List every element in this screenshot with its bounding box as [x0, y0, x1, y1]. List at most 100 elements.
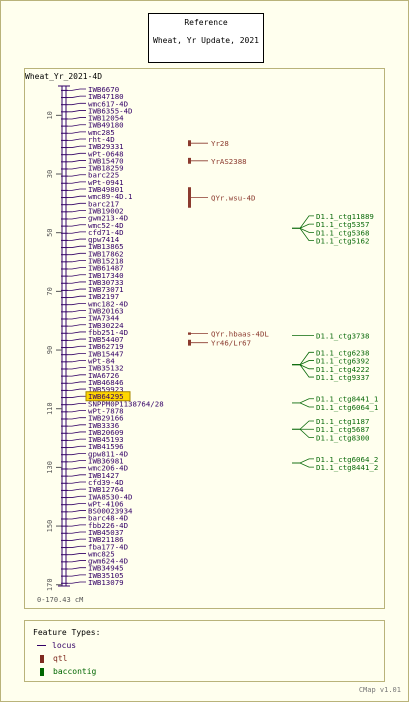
- locus-label[interactable]: fba177-4D: [88, 542, 128, 551]
- locus-label[interactable]: gpw7414: [88, 235, 120, 244]
- locus-label[interactable]: IWB61487: [88, 264, 124, 273]
- locus-label[interactable]: IWB21186: [88, 535, 124, 544]
- locus-label[interactable]: barc225: [88, 171, 119, 180]
- locus-label[interactable]: IWA8530-4D: [88, 492, 133, 501]
- locus-label[interactable]: IWB15218: [88, 256, 124, 265]
- locus-label[interactable]: IWB3336: [88, 421, 119, 430]
- locus-label[interactable]: IWB45193: [88, 435, 124, 444]
- locus-label[interactable]: IWB15470: [88, 156, 124, 165]
- locus-label[interactable]: wmc617-4D: [88, 99, 128, 108]
- locus-label[interactable]: IWB29331: [88, 142, 124, 151]
- contig-label[interactable]: D1.1_ctg9337: [316, 373, 369, 382]
- contig-label[interactable]: D1.1_ctg6238: [316, 348, 369, 357]
- locus-label[interactable]: gpw811-4D: [88, 449, 128, 458]
- locus-label[interactable]: cfd71-4D: [88, 228, 124, 237]
- locus-label[interactable]: IWB49801: [88, 185, 124, 194]
- locus-label[interactable]: IWB19002: [88, 206, 124, 215]
- qtl-bar[interactable]: [188, 157, 191, 164]
- contig-label[interactable]: D1.1_ctg3738: [316, 331, 369, 340]
- contig-label[interactable]: D1.1_ctg5687: [316, 425, 369, 434]
- locus-label[interactable]: wmc89-4D.1: [88, 192, 133, 201]
- locus-label[interactable]: IWB45037: [88, 528, 124, 537]
- locus-label[interactable]: IWB62719: [88, 342, 124, 351]
- contig-label[interactable]: D1.1_ctg6064_2: [316, 455, 378, 464]
- contig-label[interactable]: D1.1_ctg5162: [316, 237, 369, 246]
- qtl-label[interactable]: Yr46/Lr67: [211, 339, 251, 348]
- qtl-label[interactable]: QYr.hbaas-4DL: [211, 330, 269, 339]
- locus-label[interactable]: IWB17340: [88, 271, 124, 280]
- locus-label[interactable]: IWB17862: [88, 249, 124, 258]
- contig-label[interactable]: D1.1_ctg8441_2: [316, 463, 378, 472]
- locus-label[interactable]: IWB2197: [88, 292, 119, 301]
- qtl-label[interactable]: YrAS2388: [211, 157, 247, 166]
- locus-label[interactable]: wmc182-4D: [88, 299, 128, 308]
- locus-label[interactable]: IWB6670: [88, 85, 119, 94]
- map-title[interactable]: Wheat_Yr_2021-4D: [25, 72, 103, 81]
- locus-label[interactable]: wPt-0941: [88, 178, 124, 187]
- contig-label[interactable]: D1.1_ctg4222: [316, 365, 369, 374]
- locus-label[interactable]: barc217: [88, 199, 119, 208]
- contig-label[interactable]: D1.1_ctg6064_1: [316, 403, 378, 412]
- locus-label[interactable]: wPt-0648: [88, 149, 124, 158]
- locus-label[interactable]: IWB30733: [88, 278, 124, 287]
- locus-label[interactable]: IWB59923: [88, 385, 124, 394]
- locus-label[interactable]: wPt-7878: [88, 407, 124, 416]
- locus-label[interactable]: rht-4D: [88, 135, 115, 144]
- locus-label[interactable]: IWB73071: [88, 285, 124, 294]
- locus-label[interactable]: wPt-84: [88, 357, 115, 366]
- locus-label[interactable]: SNPPM0P1138764/28: [88, 399, 164, 408]
- contig-label[interactable]: D1.1_ctg5357: [316, 220, 369, 229]
- reference-map-set[interactable]: Wheat, Yr Update, 2021: [153, 36, 259, 45]
- locus-label[interactable]: IWB15447: [88, 349, 124, 358]
- contig-label[interactable]: D1.1_ctg1187: [316, 417, 369, 426]
- locus-label[interactable]: BS00023934: [88, 507, 133, 516]
- locus-label[interactable]: IWB29166: [88, 414, 124, 423]
- locus-label[interactable]: IWB13079: [88, 578, 124, 587]
- contig-label[interactable]: D1.1_ctg6392: [316, 357, 369, 366]
- locus-label[interactable]: IWA6726: [88, 371, 119, 380]
- locus-label[interactable]: wmc52-4D: [88, 221, 124, 230]
- locus-label[interactable]: IWB1427: [88, 471, 119, 480]
- locus-label[interactable]: wmc825: [88, 549, 115, 558]
- locus-label[interactable]: IWB34945: [88, 564, 124, 573]
- locus-label[interactable]: IWB36981: [88, 457, 124, 466]
- locus-label[interactable]: IWB64295: [88, 392, 124, 401]
- locus-label[interactable]: IWB20163: [88, 306, 124, 315]
- locus-label[interactable]: IWB18259: [88, 164, 124, 173]
- locus-label[interactable]: IWB12764: [88, 485, 124, 494]
- locus-label[interactable]: wmc285: [88, 128, 115, 137]
- qtl-bar[interactable]: [188, 339, 191, 346]
- contig-label[interactable]: D1.1_ctg5368: [316, 228, 369, 237]
- locus-label[interactable]: IWB12054: [88, 114, 124, 123]
- axis-tick-label: 10: [46, 111, 54, 119]
- qtl-bar[interactable]: [188, 332, 191, 335]
- locus-label[interactable]: IWB46846: [88, 378, 124, 387]
- locus-label[interactable]: IWB35105: [88, 571, 124, 580]
- locus-label[interactable]: IWB49180: [88, 121, 124, 130]
- qtl-bar[interactable]: [188, 187, 191, 208]
- locus-label[interactable]: IWB54407: [88, 335, 124, 344]
- locus-label[interactable]: fbb251-4D: [88, 328, 128, 337]
- contig-label[interactable]: D1.1_ctg8300: [316, 433, 369, 442]
- locus-label[interactable]: IWB47180: [88, 92, 124, 101]
- locus-label[interactable]: wmc206-4D: [88, 464, 128, 473]
- locus-label[interactable]: IWB35132: [88, 364, 124, 373]
- locus-label[interactable]: IWA7344: [88, 314, 120, 323]
- locus-label[interactable]: IWB6355-4D: [88, 106, 133, 115]
- locus-label[interactable]: gwm624-4D: [88, 557, 128, 566]
- qtl-label[interactable]: Yr28: [211, 139, 229, 148]
- qtl-bar[interactable]: [188, 140, 191, 147]
- contig-label[interactable]: D1.1_ctg11889: [316, 212, 374, 221]
- chromosome-bar[interactable]: [61, 85, 67, 587]
- locus-label[interactable]: cfd39-4D: [88, 478, 124, 487]
- locus-label[interactable]: IWB41596: [88, 442, 124, 451]
- locus-label[interactable]: gwm213-4D: [88, 214, 128, 223]
- qtl-label[interactable]: QYr.wsu-4D: [211, 193, 256, 202]
- locus-label[interactable]: IWB20609: [88, 428, 124, 437]
- contig-label[interactable]: D1.1_ctg8441_1: [316, 395, 378, 404]
- locus-label[interactable]: fbb226-4D: [88, 521, 128, 530]
- locus-label[interactable]: wPt-4106: [88, 499, 124, 508]
- locus-label[interactable]: IWB13865: [88, 242, 124, 251]
- locus-label[interactable]: barc48-4D: [88, 514, 128, 523]
- locus-label[interactable]: IWB30224: [88, 321, 124, 330]
